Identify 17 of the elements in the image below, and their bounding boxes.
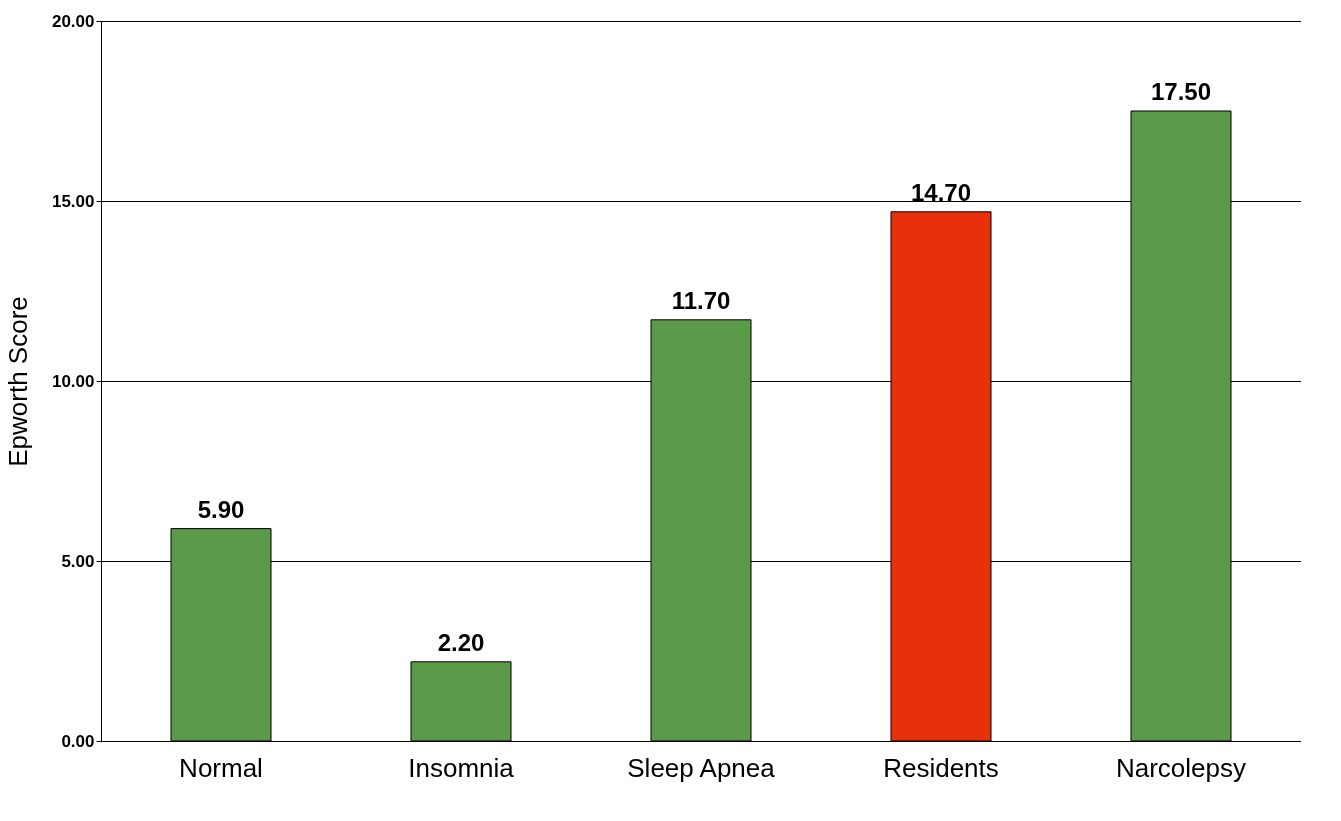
data-label: 14.70 xyxy=(910,178,972,206)
data-label: 5.90 xyxy=(197,495,245,523)
y-tick-label: 10.00 xyxy=(51,371,95,391)
data-label: 11.70 xyxy=(671,286,731,314)
data-label: 2.20 xyxy=(437,628,485,656)
x-tick-label: Narcolepsy xyxy=(1115,752,1247,783)
y-tick-label: 15.00 xyxy=(51,191,95,211)
y-tick-label: 5.00 xyxy=(61,551,95,571)
x-tick-label: Sleep Apnea xyxy=(627,752,776,783)
y-tick-label: 20.00 xyxy=(51,11,95,31)
x-tick-label: Normal xyxy=(179,752,263,783)
x-tick-label: Insomnia xyxy=(408,752,515,783)
bar xyxy=(410,661,512,742)
y-axis-title: Epworth Score xyxy=(2,296,33,467)
y-tick-label: 0.00 xyxy=(61,731,95,751)
data-label: 17.50 xyxy=(1150,78,1212,105)
x-tick-label: Residents xyxy=(883,752,999,783)
